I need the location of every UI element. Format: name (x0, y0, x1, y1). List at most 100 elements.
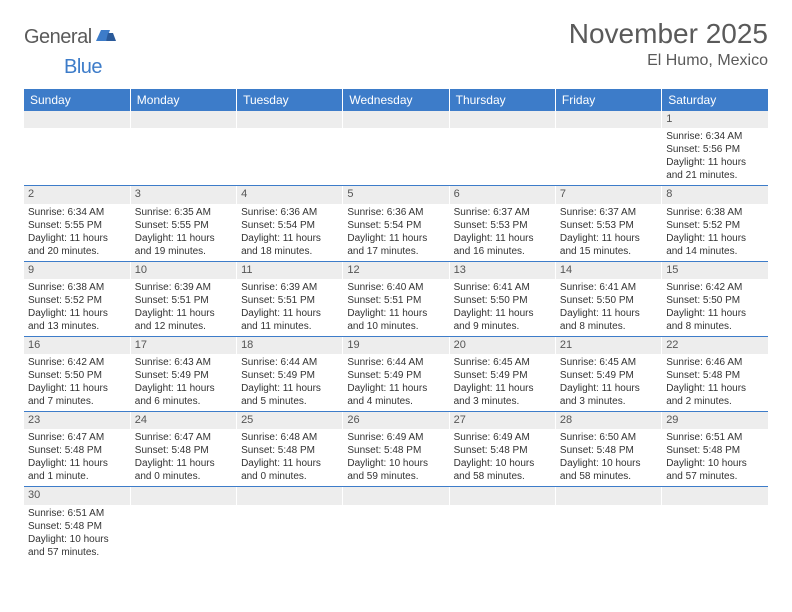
day-content-cell: Sunrise: 6:41 AMSunset: 5:50 PMDaylight:… (449, 279, 555, 337)
day-content-cell: Sunrise: 6:38 AMSunset: 5:52 PMDaylight:… (24, 279, 130, 337)
day-line: Sunset: 5:50 PM (28, 369, 126, 382)
day-line: Sunrise: 6:42 AM (28, 356, 126, 369)
day-line: Sunrise: 6:41 AM (560, 281, 657, 294)
day-line: Sunset: 5:50 PM (560, 294, 657, 307)
logo: General (24, 26, 118, 49)
day-line: Sunset: 5:48 PM (666, 369, 764, 382)
day-number-cell: 22 (662, 336, 768, 354)
day-number: 7 (560, 187, 657, 201)
day-content-cell (555, 505, 661, 562)
weekday-header: Monday (130, 89, 236, 111)
day-number-cell: 9 (24, 261, 130, 279)
day-number-cell: 10 (130, 261, 236, 279)
day-number-cell (130, 487, 236, 505)
day-number: 13 (454, 263, 551, 277)
day-line: and 18 minutes. (241, 245, 338, 258)
day-line: Sunset: 5:53 PM (454, 219, 551, 232)
day-content-cell: Sunrise: 6:46 AMSunset: 5:48 PMDaylight:… (662, 354, 768, 412)
day-number: 20 (454, 338, 551, 352)
day-content-cell: Sunrise: 6:45 AMSunset: 5:49 PMDaylight:… (449, 354, 555, 412)
day-number-cell: 16 (24, 336, 130, 354)
day-line: and 17 minutes. (347, 245, 444, 258)
day-line: Sunrise: 6:44 AM (347, 356, 444, 369)
day-number: 2 (28, 187, 126, 201)
day-number: 15 (666, 263, 764, 277)
month-title: November 2025 (569, 18, 768, 50)
day-line: Daylight: 10 hours (347, 457, 444, 470)
calendar-content-row: Sunrise: 6:51 AMSunset: 5:48 PMDaylight:… (24, 505, 768, 562)
day-number: 11 (241, 263, 338, 277)
day-content-cell (343, 505, 449, 562)
day-line: Sunset: 5:49 PM (560, 369, 657, 382)
day-line: Sunset: 5:48 PM (28, 444, 126, 457)
day-line: Daylight: 11 hours (666, 382, 764, 395)
day-line: Daylight: 11 hours (666, 156, 764, 169)
day-number: 10 (135, 263, 232, 277)
day-content-cell (449, 128, 555, 186)
day-content-cell (237, 128, 343, 186)
day-line: Sunset: 5:55 PM (135, 219, 232, 232)
day-line: Sunset: 5:51 PM (347, 294, 444, 307)
day-number-cell: 27 (449, 412, 555, 430)
day-line: Daylight: 11 hours (347, 307, 444, 320)
day-content-cell: Sunrise: 6:42 AMSunset: 5:50 PMDaylight:… (24, 354, 130, 412)
day-line: Sunrise: 6:39 AM (135, 281, 232, 294)
day-line: Sunset: 5:52 PM (666, 219, 764, 232)
day-content-cell: Sunrise: 6:42 AMSunset: 5:50 PMDaylight:… (662, 279, 768, 337)
day-line: and 5 minutes. (241, 395, 338, 408)
day-number-cell: 2 (24, 186, 130, 204)
day-line: Sunrise: 6:35 AM (135, 206, 232, 219)
day-content-cell (130, 128, 236, 186)
day-line: Sunrise: 6:43 AM (135, 356, 232, 369)
day-line: Daylight: 10 hours (560, 457, 657, 470)
day-line: Sunset: 5:49 PM (135, 369, 232, 382)
day-number-cell: 14 (555, 261, 661, 279)
day-content-cell: Sunrise: 6:41 AMSunset: 5:50 PMDaylight:… (555, 279, 661, 337)
flag-icon (96, 27, 116, 48)
day-line: Daylight: 11 hours (666, 307, 764, 320)
day-line: Daylight: 11 hours (135, 307, 232, 320)
day-content-cell: Sunrise: 6:49 AMSunset: 5:48 PMDaylight:… (343, 429, 449, 487)
day-line: Daylight: 11 hours (135, 232, 232, 245)
weekday-header: Wednesday (343, 89, 449, 111)
location: El Humo, Mexico (569, 52, 768, 70)
day-line: Sunrise: 6:36 AM (241, 206, 338, 219)
day-line: and 58 minutes. (560, 470, 657, 483)
day-content-cell: Sunrise: 6:36 AMSunset: 5:54 PMDaylight:… (237, 204, 343, 262)
day-line: and 15 minutes. (560, 245, 657, 258)
day-number-cell: 4 (237, 186, 343, 204)
day-content-cell: Sunrise: 6:44 AMSunset: 5:49 PMDaylight:… (237, 354, 343, 412)
day-line: Sunrise: 6:37 AM (560, 206, 657, 219)
day-line: Sunrise: 6:44 AM (241, 356, 338, 369)
day-number-cell: 30 (24, 487, 130, 505)
calendar-content-row: Sunrise: 6:34 AMSunset: 5:56 PMDaylight:… (24, 128, 768, 186)
day-number: 14 (560, 263, 657, 277)
day-line: and 13 minutes. (28, 320, 126, 333)
day-line: Sunset: 5:49 PM (241, 369, 338, 382)
day-line: Daylight: 11 hours (28, 307, 126, 320)
day-line: and 57 minutes. (666, 470, 764, 483)
day-content-cell (237, 505, 343, 562)
day-line: Sunrise: 6:45 AM (454, 356, 551, 369)
day-line: and 9 minutes. (454, 320, 551, 333)
weekday-header: Sunday (24, 89, 130, 111)
day-line: Daylight: 11 hours (28, 382, 126, 395)
calendar-content-row: Sunrise: 6:42 AMSunset: 5:50 PMDaylight:… (24, 354, 768, 412)
day-line: and 0 minutes. (241, 470, 338, 483)
day-line: Sunset: 5:48 PM (347, 444, 444, 457)
calendar-table: Sunday Monday Tuesday Wednesday Thursday… (24, 89, 768, 562)
day-line: Sunset: 5:48 PM (241, 444, 338, 457)
day-content-cell: Sunrise: 6:34 AMSunset: 5:55 PMDaylight:… (24, 204, 130, 262)
day-content-cell: Sunrise: 6:44 AMSunset: 5:49 PMDaylight:… (343, 354, 449, 412)
day-line: Sunrise: 6:49 AM (454, 431, 551, 444)
day-line: Daylight: 11 hours (560, 382, 657, 395)
day-line: and 0 minutes. (135, 470, 232, 483)
day-line: and 8 minutes. (666, 320, 764, 333)
day-content-cell: Sunrise: 6:50 AMSunset: 5:48 PMDaylight:… (555, 429, 661, 487)
day-line: Sunrise: 6:51 AM (666, 431, 764, 444)
day-content-cell (343, 128, 449, 186)
day-line: Daylight: 11 hours (241, 232, 338, 245)
day-content-cell (24, 128, 130, 186)
calendar-content-row: Sunrise: 6:38 AMSunset: 5:52 PMDaylight:… (24, 279, 768, 337)
day-line: Sunrise: 6:41 AM (454, 281, 551, 294)
